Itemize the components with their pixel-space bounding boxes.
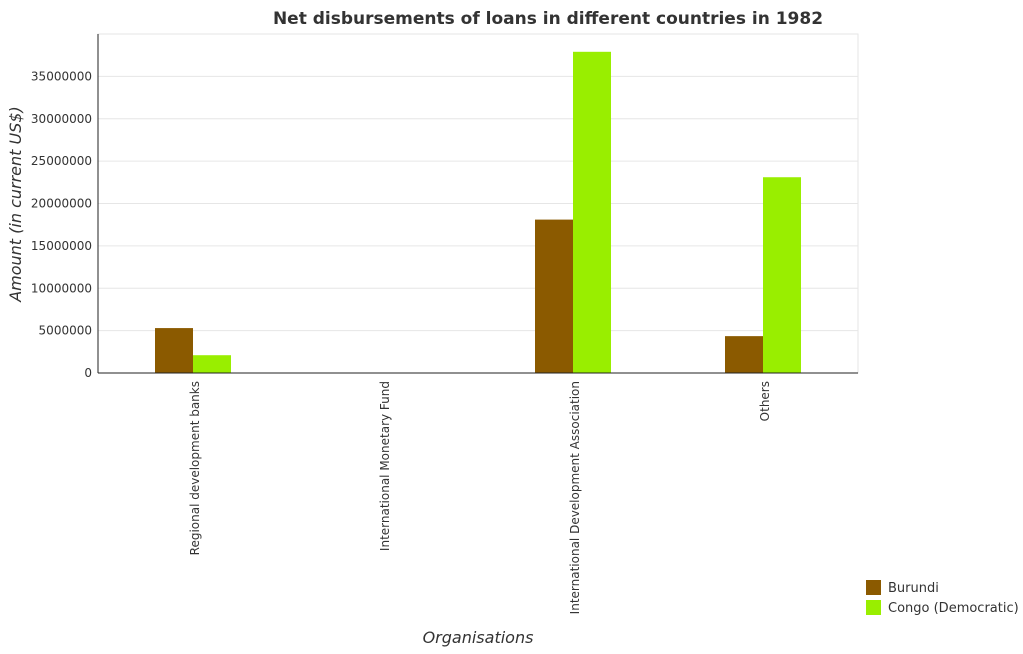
bar-congo-democratic	[193, 355, 231, 373]
x-tick-label: Regional development banks	[188, 381, 202, 555]
bars	[155, 51, 801, 374]
gridlines	[98, 75, 858, 374]
y-tick-label: 0	[84, 366, 92, 380]
y-axis-label: Amount (in current US$)	[6, 106, 25, 303]
legend-label: Congo (Democratic)	[888, 601, 1019, 616]
tick-labels: 0 5000000 10000000 15000000 20000000 25000000…	[31, 69, 772, 614]
x-tick-label: Others	[758, 381, 772, 421]
legend: Burundi Congo (Democratic)	[866, 580, 1019, 616]
bar-burundi	[725, 336, 763, 373]
y-tick-label: 10000000	[31, 281, 92, 295]
y-tick-label: 5000000	[39, 324, 92, 338]
legend-label: Burundi	[888, 581, 939, 596]
legend-swatch	[866, 600, 881, 615]
legend-swatch	[866, 580, 881, 595]
axes	[97, 33, 859, 374]
bar-congo-democratic	[573, 51, 611, 374]
x-tick-label: International Monetary Fund	[378, 381, 392, 551]
y-tick-label: 25000000	[31, 154, 92, 168]
bar-burundi	[155, 328, 193, 373]
y-tick-label: 35000000	[31, 69, 92, 83]
bar-congo-democratic	[763, 177, 801, 373]
bar-burundi	[535, 219, 573, 373]
y-tick-label: 20000000	[31, 197, 92, 211]
x-tick-label: International Development Association	[568, 381, 582, 614]
x-axis-label: Organisations	[423, 628, 534, 647]
y-tick-label: 30000000	[31, 112, 92, 126]
chart-title: Net disbursements of loans in different …	[273, 9, 823, 29]
y-tick-label: 15000000	[31, 239, 92, 253]
